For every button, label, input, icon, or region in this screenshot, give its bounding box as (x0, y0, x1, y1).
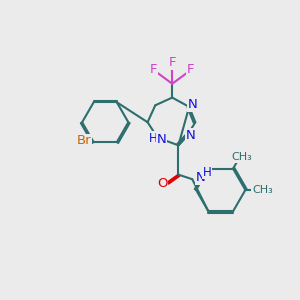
Text: H: H (148, 132, 158, 145)
Text: N: N (186, 129, 196, 142)
Text: F: F (187, 63, 194, 76)
Text: O: O (157, 177, 167, 190)
Text: N: N (188, 98, 197, 111)
Text: N: N (157, 133, 166, 146)
Text: Br: Br (77, 134, 92, 147)
Text: F: F (169, 56, 176, 69)
Text: H: H (202, 166, 211, 179)
Text: CH₃: CH₃ (252, 185, 273, 195)
Text: N: N (196, 171, 206, 184)
Text: F: F (150, 63, 158, 76)
Text: CH₃: CH₃ (231, 152, 252, 162)
